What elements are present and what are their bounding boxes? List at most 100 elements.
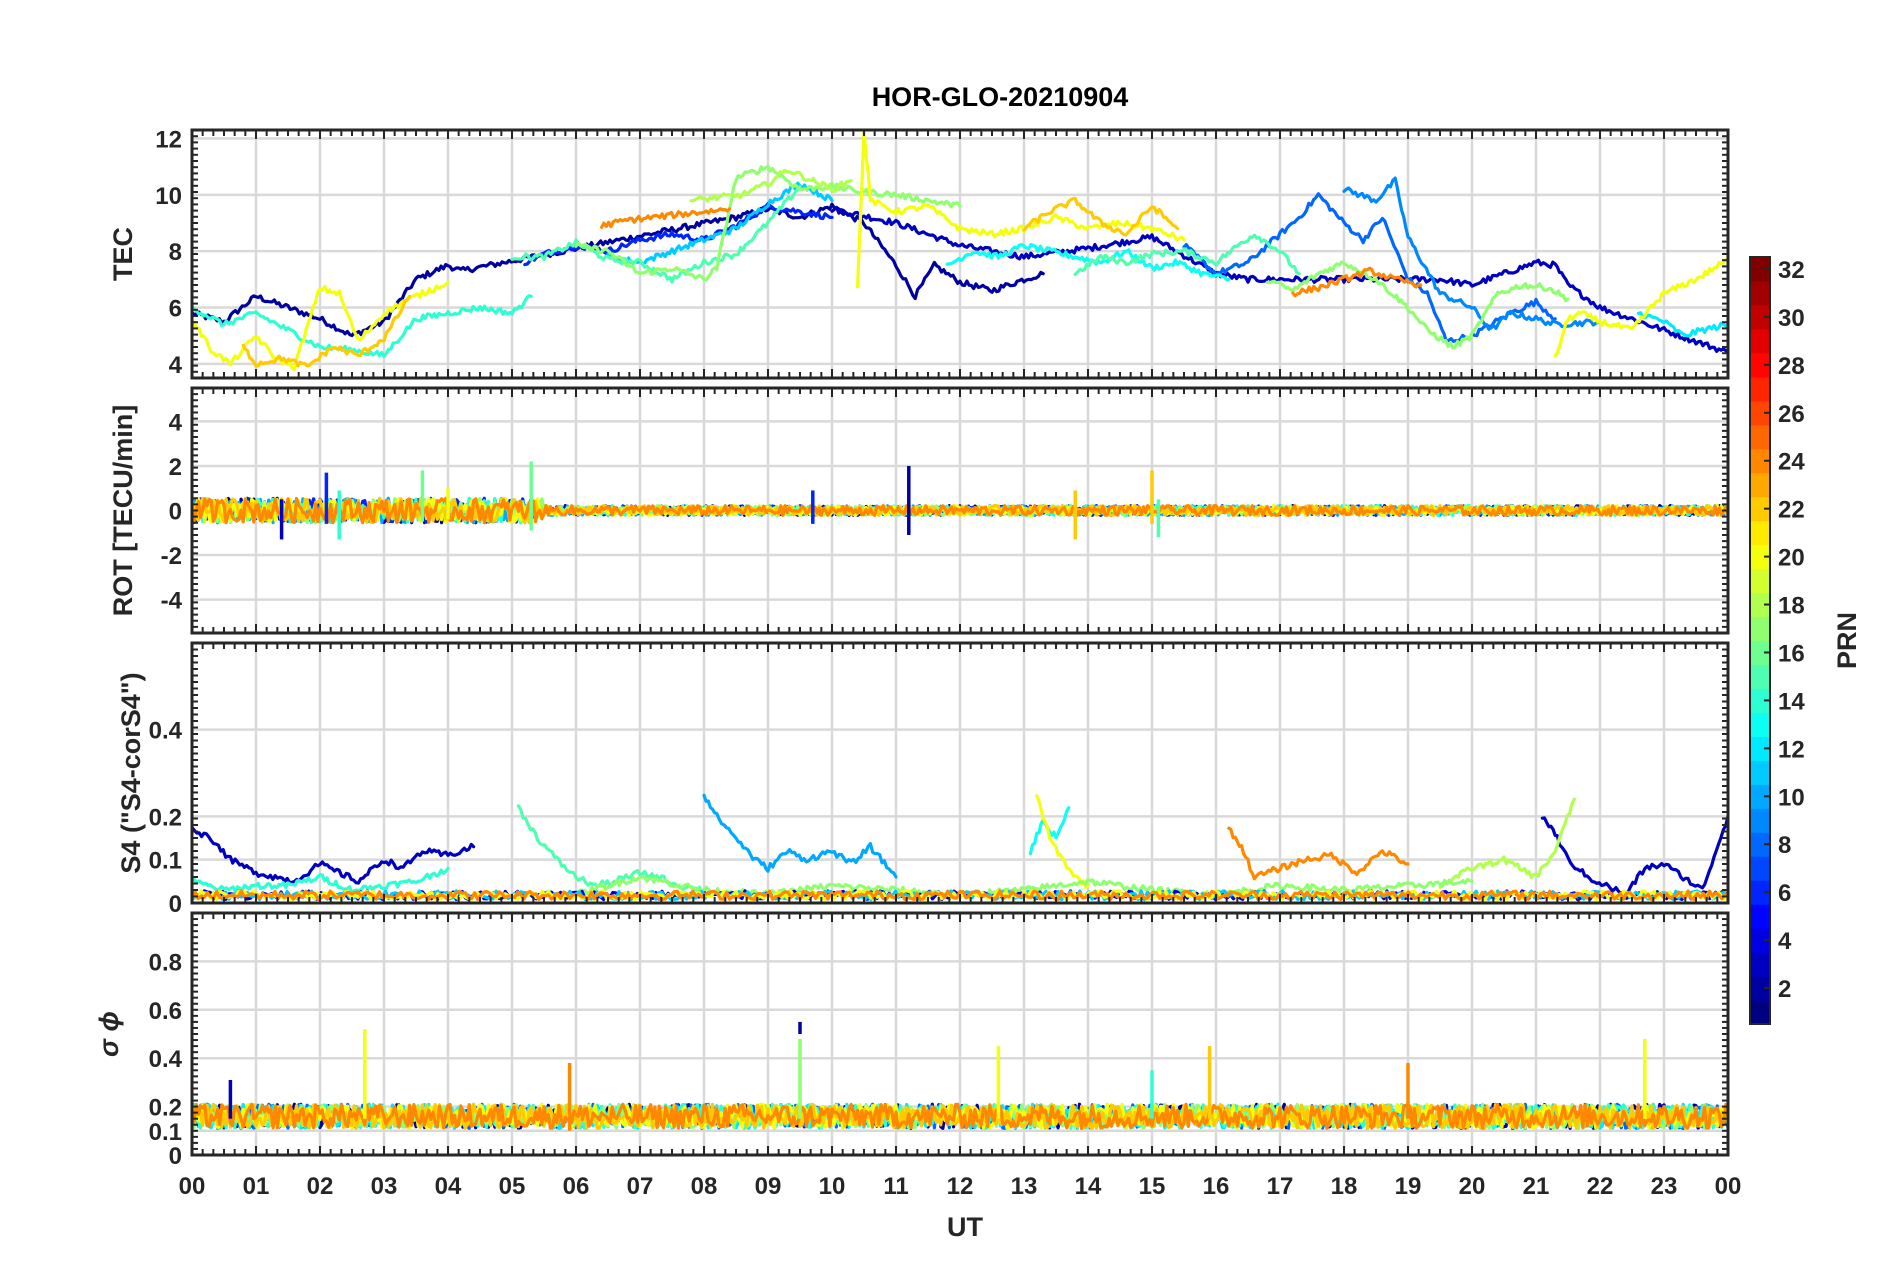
series-prn-9 [1342, 176, 1602, 331]
panel-rot: -4 -2 0 2 4 ROT [TECU/min] [108, 386, 1730, 635]
colorbar-cell [1750, 592, 1770, 618]
colorbar-cell [1750, 664, 1770, 690]
y-tick-label: -2 [161, 543, 182, 570]
colorbar-label: PRN [1832, 612, 1862, 669]
y-tick-label: 0.2 [149, 1095, 182, 1122]
x-tick-label: 18 [1331, 1173, 1358, 1200]
colorbar-cell [1750, 328, 1770, 354]
y-tick-label: 0 [169, 499, 182, 526]
colorbar-cell [1750, 784, 1770, 809]
colorbar-cell [1750, 832, 1770, 857]
colorbar-tick-label: 32 [1778, 257, 1805, 284]
x-tick-label: 19 [1395, 1173, 1422, 1200]
y-axis-label: S4 ("S4-corS4") [116, 672, 146, 873]
y-axis-label: TEC [108, 227, 138, 281]
y-tick-label: -4 [161, 588, 183, 615]
x-tick-label: 11 [883, 1173, 908, 1200]
colorbar-frame [1749, 256, 1771, 1025]
colorbar-tick-label: 16 [1778, 640, 1805, 667]
series-prn-22 [1022, 196, 1180, 237]
y-axis-label: σ ϕ [94, 1011, 124, 1057]
colorbar-cell [1750, 472, 1770, 498]
panel-s4: 0 0.1 0.2 0.4S4 ("S4-corS4") [116, 641, 1730, 918]
colorbar-cell [1750, 952, 1770, 977]
y-tick-label: 0 [169, 891, 182, 918]
y-tick-label: 10 [155, 183, 182, 210]
y-tick-label: 0.1 [149, 1119, 182, 1146]
colorbar-cell [1750, 424, 1770, 450]
x-tick-label: 03 [371, 1173, 398, 1200]
series-prn-10 [702, 793, 898, 879]
colorbar-tick-label: 18 [1778, 593, 1805, 620]
colorbar-cell [1750, 496, 1770, 522]
colorbar-tick-label: 10 [1778, 784, 1805, 811]
series-prn-11 [606, 181, 834, 266]
y-tick-label: 4 [169, 352, 183, 379]
y-tick-label: 0 [169, 1143, 182, 1170]
x-tick-label: 21 [1523, 1173, 1550, 1200]
plot-area-rot [192, 461, 1728, 540]
series-prn-24 [1291, 266, 1423, 298]
x-axis: 00 01 02 03 04 05 06 07 08 09 10 11 12 13 14 15 16 17 18 19… [179, 1173, 1742, 1200]
x-tick-label: 07 [627, 1173, 654, 1200]
y-tick-label: 0.2 [149, 804, 182, 831]
series-prn-24 [599, 207, 732, 229]
x-tick-label: 02 [307, 1173, 334, 1200]
series-prn-3 [192, 825, 476, 885]
colorbar-tick-label: 2 [1778, 976, 1791, 1003]
colorbar-tick-label: 28 [1778, 353, 1805, 380]
colorbar-cell [1750, 568, 1770, 594]
x-tick-label: 00 [1715, 1173, 1742, 1200]
plot-area-tec [192, 130, 1728, 372]
x-tick-label: 20 [1459, 1173, 1486, 1200]
x-axis-label: UT [947, 1212, 983, 1242]
x-tick-label: 09 [755, 1173, 782, 1200]
series-prn-15 [1073, 233, 1301, 276]
x-tick-label: 16 [1203, 1173, 1230, 1200]
series-prn-2 [192, 202, 1045, 338]
series-prn-20 [1553, 257, 1728, 358]
series-prn-20 [855, 130, 1186, 289]
x-tick-label: 14 [1075, 1173, 1102, 1200]
y-tick-label: 8 [169, 239, 182, 266]
colorbar-tick-label: 30 [1778, 305, 1805, 332]
series-prn-18 [1438, 797, 1577, 889]
panel-sigma: 00.10.2 0.4 0.6 0.8 σ ϕ [94, 911, 1730, 1170]
colorbar-tick-label: 8 [1778, 832, 1791, 859]
series-prn-3 [1540, 814, 1728, 896]
y-axis-label: ROT [TECU/min] [108, 405, 138, 616]
x-tick-label: 10 [819, 1173, 846, 1200]
x-tick-label: 01 [243, 1173, 270, 1200]
series-prn-18 [689, 168, 853, 203]
colorbar-tick-label: 26 [1778, 401, 1805, 428]
plot-area-sigma [192, 1021, 1728, 1131]
series-prn-13 [945, 242, 1231, 282]
y-tick-label: 0.1 [149, 848, 182, 875]
colorbar-cell [1750, 880, 1770, 905]
x-tick-label: 23 [1651, 1173, 1678, 1200]
colorbar-cell [1750, 856, 1770, 881]
chart-title: HOR-GLO-20210904 [872, 82, 1129, 112]
x-tick-label: 06 [563, 1173, 590, 1200]
series-prn-15 [516, 804, 706, 894]
x-tick-label: 00 [179, 1173, 206, 1200]
series-prn-6 [523, 202, 834, 267]
colorbar-cell [1750, 520, 1770, 546]
x-tick-label: 22 [1587, 1173, 1614, 1200]
noise-prn-24 [192, 1102, 1728, 1131]
colorbar-cell [1750, 904, 1770, 929]
colorbar-tick-label: 22 [1778, 497, 1805, 524]
series-prn-24 [1227, 826, 1410, 881]
colorbar-cell [1750, 640, 1770, 666]
y-tick-label: 0.4 [149, 1046, 183, 1073]
x-tick-label: 05 [499, 1173, 526, 1200]
colorbar-cell [1750, 352, 1770, 378]
colorbar-tick-label: 12 [1778, 736, 1805, 763]
series-prn-17 [1265, 260, 1570, 350]
colorbar-cell [1750, 976, 1770, 1001]
colorbar-cell [1750, 760, 1770, 785]
series-prn-3 [830, 205, 1728, 355]
